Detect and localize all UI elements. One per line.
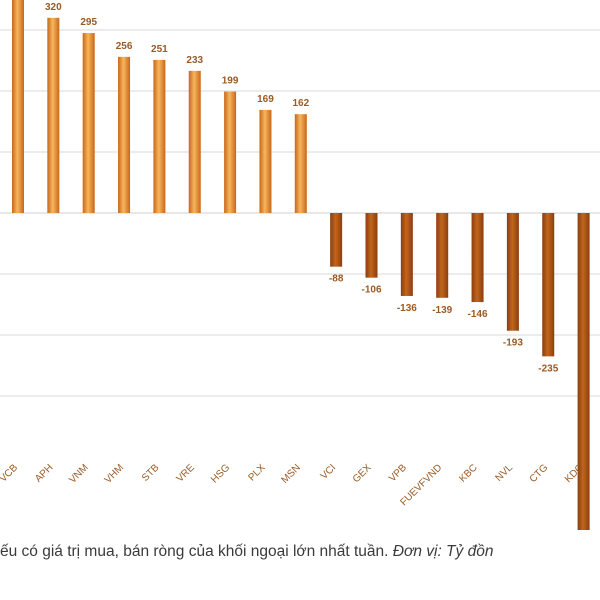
- chart-caption: ếu có giá trị mua, bán ròng của khối ngo…: [0, 543, 600, 569]
- value-label-ctg: -235: [538, 363, 558, 374]
- value-label-kbc: -146: [468, 309, 488, 320]
- caption-text: ếu có giá trị mua, bán ròng của khối ngo…: [0, 543, 393, 560]
- category-label-aph: APH: [33, 462, 55, 484]
- bar-vre: [188, 70, 201, 214]
- category-label-vhm: VHM: [103, 462, 127, 486]
- value-label-vpb: -136: [397, 303, 417, 314]
- category-label-nvl: NVL: [493, 462, 515, 484]
- category-label-vpb: VPB: [387, 462, 409, 484]
- value-label-plx: 169: [257, 94, 274, 105]
- bar-nvl: [506, 213, 519, 331]
- value-label-msn: 162: [292, 98, 309, 109]
- category-label-vcb: VCB: [0, 462, 20, 485]
- category-label-vnm: VNM: [67, 462, 91, 486]
- bar-vcb: [12, 0, 24, 213]
- category-label-kbc: KBC: [457, 462, 479, 484]
- category-label-plx: PLX: [246, 462, 267, 483]
- value-label-gex: -106: [361, 285, 381, 296]
- value-label-fuevfvnd: -139: [432, 305, 452, 316]
- value-label-stb: 251: [151, 44, 168, 55]
- bar-aph: [47, 17, 60, 213]
- category-label-ctg: CTG: [528, 462, 551, 485]
- bar-vnm: [82, 33, 95, 213]
- category-label-vre: VRE: [175, 462, 198, 485]
- bar-stb: [153, 59, 166, 213]
- bar-gex: [365, 213, 378, 278]
- bar-msn: [294, 114, 307, 213]
- category-label-msn: MSN: [279, 462, 303, 486]
- value-label-vre: 233: [186, 55, 203, 66]
- value-label-aph: 320: [45, 2, 62, 13]
- bar-ctg: [542, 213, 555, 357]
- bar-vhm: [118, 56, 131, 214]
- bar-vci: [330, 213, 343, 267]
- bar-chart: 389VCB320APH295VNM256VHM251STB233VRE199H…: [0, 0, 600, 530]
- bar-kdc: [577, 213, 590, 530]
- bar-hsg: [224, 91, 237, 213]
- category-label-hsg: HSG: [209, 462, 232, 485]
- category-label-stb: STB: [140, 462, 162, 484]
- category-label-gex: GEX: [351, 462, 374, 485]
- value-label-nvl: -193: [503, 338, 523, 349]
- value-label-vci: -88: [329, 274, 344, 285]
- bar-kbc: [471, 213, 484, 303]
- caption-unit: Đơn vị: Tỷ đồn: [392, 543, 494, 560]
- bar-plx: [259, 109, 272, 213]
- value-label-vhm: 256: [116, 41, 133, 52]
- bar-fuevfvnd: [436, 213, 449, 298]
- bar-vpb: [400, 213, 413, 296]
- category-label-vci: VCI: [319, 462, 339, 482]
- value-label-vnm: 295: [80, 17, 97, 28]
- value-label-hsg: 199: [222, 76, 239, 87]
